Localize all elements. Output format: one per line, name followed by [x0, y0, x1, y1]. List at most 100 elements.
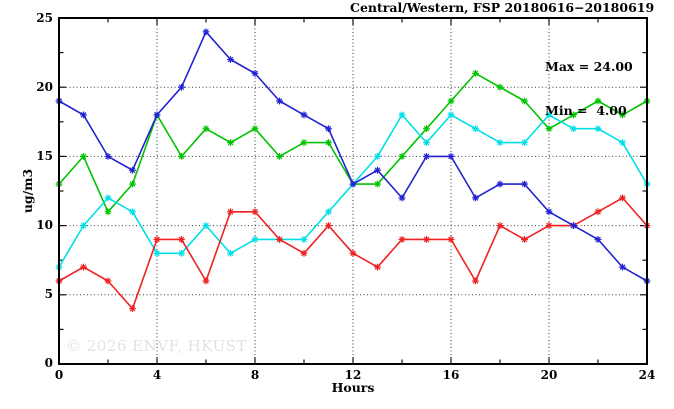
- marker-asterisk: [399, 153, 405, 160]
- marker-asterisk: [105, 208, 111, 215]
- marker-asterisk: [546, 112, 552, 118]
- marker-asterisk: [595, 236, 601, 243]
- plot-frame: [58, 17, 648, 365]
- min-value-label: Min = 4.00: [545, 102, 627, 118]
- marker-asterisk: [154, 112, 160, 118]
- marker-asterisk: [80, 153, 87, 160]
- marker-asterisk: [423, 125, 430, 132]
- marker-asterisk: [619, 139, 626, 146]
- marker-asterisk: [252, 236, 258, 243]
- marker-asterisk: [570, 222, 577, 229]
- y-tick-label-25: 25: [36, 11, 53, 25]
- marker-asterisk: [423, 236, 430, 243]
- x-tick-label-12: 12: [344, 368, 362, 382]
- marker-asterisk: [546, 208, 552, 215]
- marker-asterisk: [619, 195, 626, 201]
- chart-title: Central/Western, FSP 20180616−20180619: [350, 0, 655, 15]
- marker-asterisk: [301, 236, 307, 243]
- marker-asterisk: [448, 112, 454, 118]
- marker-asterisk: [203, 29, 209, 35]
- marker-asterisk: [546, 222, 552, 229]
- marker-asterisk: [423, 153, 430, 160]
- x-tick-label-8: 8: [250, 368, 260, 382]
- marker-asterisk: [399, 112, 405, 118]
- marker-asterisk: [521, 236, 528, 243]
- marker-asterisk: [448, 98, 454, 104]
- marker-asterisk: [374, 167, 381, 174]
- marker-asterisk: [325, 139, 332, 146]
- marker-asterisk: [178, 236, 185, 243]
- marker-asterisk: [129, 167, 136, 174]
- marker-asterisk: [252, 70, 258, 77]
- marker-asterisk: [448, 236, 454, 243]
- marker-asterisk: [595, 208, 601, 215]
- marker-asterisk: [203, 222, 209, 229]
- marker-asterisk: [472, 125, 479, 132]
- x-axis-label: Hours: [331, 380, 375, 395]
- marker-asterisk: [80, 222, 87, 229]
- marker-asterisk: [227, 250, 234, 257]
- marker-asterisk: [546, 125, 552, 132]
- marker-asterisk: [301, 112, 307, 118]
- x-tick-label-20: 20: [540, 368, 558, 382]
- marker-asterisk: [570, 125, 577, 132]
- marker-asterisk: [227, 208, 234, 215]
- marker-asterisk: [129, 305, 136, 312]
- y-tick-label-15: 15: [36, 149, 53, 163]
- marker-asterisk: [276, 98, 283, 104]
- marker-asterisk: [276, 236, 283, 243]
- x-tick-label-0: 0: [54, 368, 64, 382]
- marker-asterisk: [497, 181, 503, 187]
- marker-asterisk: [178, 84, 185, 91]
- marker-asterisk: [374, 153, 381, 160]
- marker-asterisk: [301, 139, 307, 146]
- marker-asterisk: [374, 264, 381, 270]
- marker-asterisk: [595, 125, 601, 132]
- marker-asterisk: [203, 125, 209, 132]
- marker-asterisk: [570, 112, 577, 118]
- marker-asterisk: [105, 153, 111, 160]
- marker-asterisk: [619, 112, 626, 118]
- marker-asterisk: [105, 278, 111, 284]
- marker-asterisk: [374, 181, 381, 187]
- watermark: © 2026 ENVF, HKUST: [66, 337, 247, 355]
- y-tick-label-5: 5: [44, 287, 53, 301]
- marker-asterisk: [325, 125, 332, 132]
- marker-asterisk: [619, 264, 626, 270]
- marker-asterisk: [227, 56, 234, 63]
- marker-asterisk: [325, 208, 332, 215]
- y-axis-label: ug/m3: [20, 168, 35, 214]
- marker-asterisk: [521, 98, 528, 104]
- marker-asterisk: [521, 181, 528, 187]
- x-tick-label-16: 16: [442, 368, 460, 382]
- marker-asterisk: [252, 208, 258, 215]
- marker-asterisk: [227, 139, 234, 146]
- marker-asterisk: [276, 153, 283, 160]
- marker-asterisk: [521, 139, 528, 146]
- y-tick-label-20: 20: [36, 80, 53, 94]
- marker-asterisk: [325, 222, 332, 229]
- marker-asterisk: [203, 278, 209, 284]
- marker-asterisk: [472, 70, 479, 77]
- marker-asterisk: [129, 208, 136, 215]
- marker-asterisk: [105, 195, 111, 201]
- marker-asterisk: [301, 250, 307, 257]
- marker-asterisk: [129, 181, 136, 187]
- x-tick-label-24: 24: [638, 368, 656, 382]
- marker-asterisk: [154, 250, 160, 257]
- marker-asterisk: [178, 153, 185, 160]
- marker-asterisk: [350, 181, 356, 187]
- marker-asterisk: [178, 250, 185, 257]
- y-tick-label-10: 10: [36, 218, 53, 232]
- marker-asterisk: [423, 139, 430, 146]
- marker-asterisk: [80, 112, 87, 118]
- marker-asterisk: [80, 264, 87, 270]
- max-min-annotation: Max = 24.00 Min = 4.00: [545, 31, 633, 147]
- marker-asterisk: [497, 84, 503, 91]
- marker-asterisk: [154, 236, 160, 243]
- y-tick-label-0: 0: [44, 356, 53, 370]
- marker-asterisk: [350, 250, 356, 257]
- marker-asterisk: [399, 195, 405, 201]
